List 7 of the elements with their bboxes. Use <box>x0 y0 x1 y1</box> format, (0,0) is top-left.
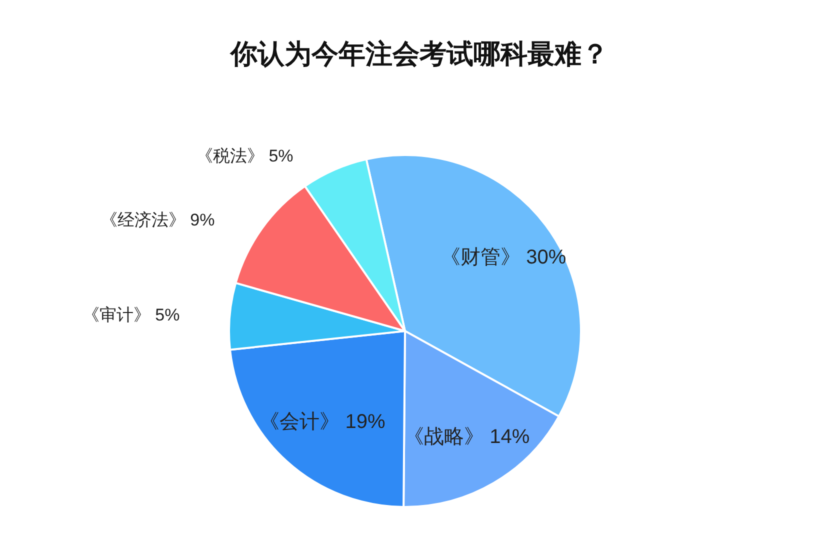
slice-label: 《经济法》 9% <box>100 210 215 230</box>
chart-title: 你认为今年注会考试哪科最难？ <box>230 39 608 70</box>
slice-label: 《财管》 30% <box>440 246 566 268</box>
slice-label: 《税法》 5% <box>196 146 294 166</box>
slice-label: 《战略》 14% <box>404 426 530 448</box>
slice-label: 《审计》 5% <box>82 305 180 324</box>
slice-label: 《会计》 19% <box>260 411 386 434</box>
